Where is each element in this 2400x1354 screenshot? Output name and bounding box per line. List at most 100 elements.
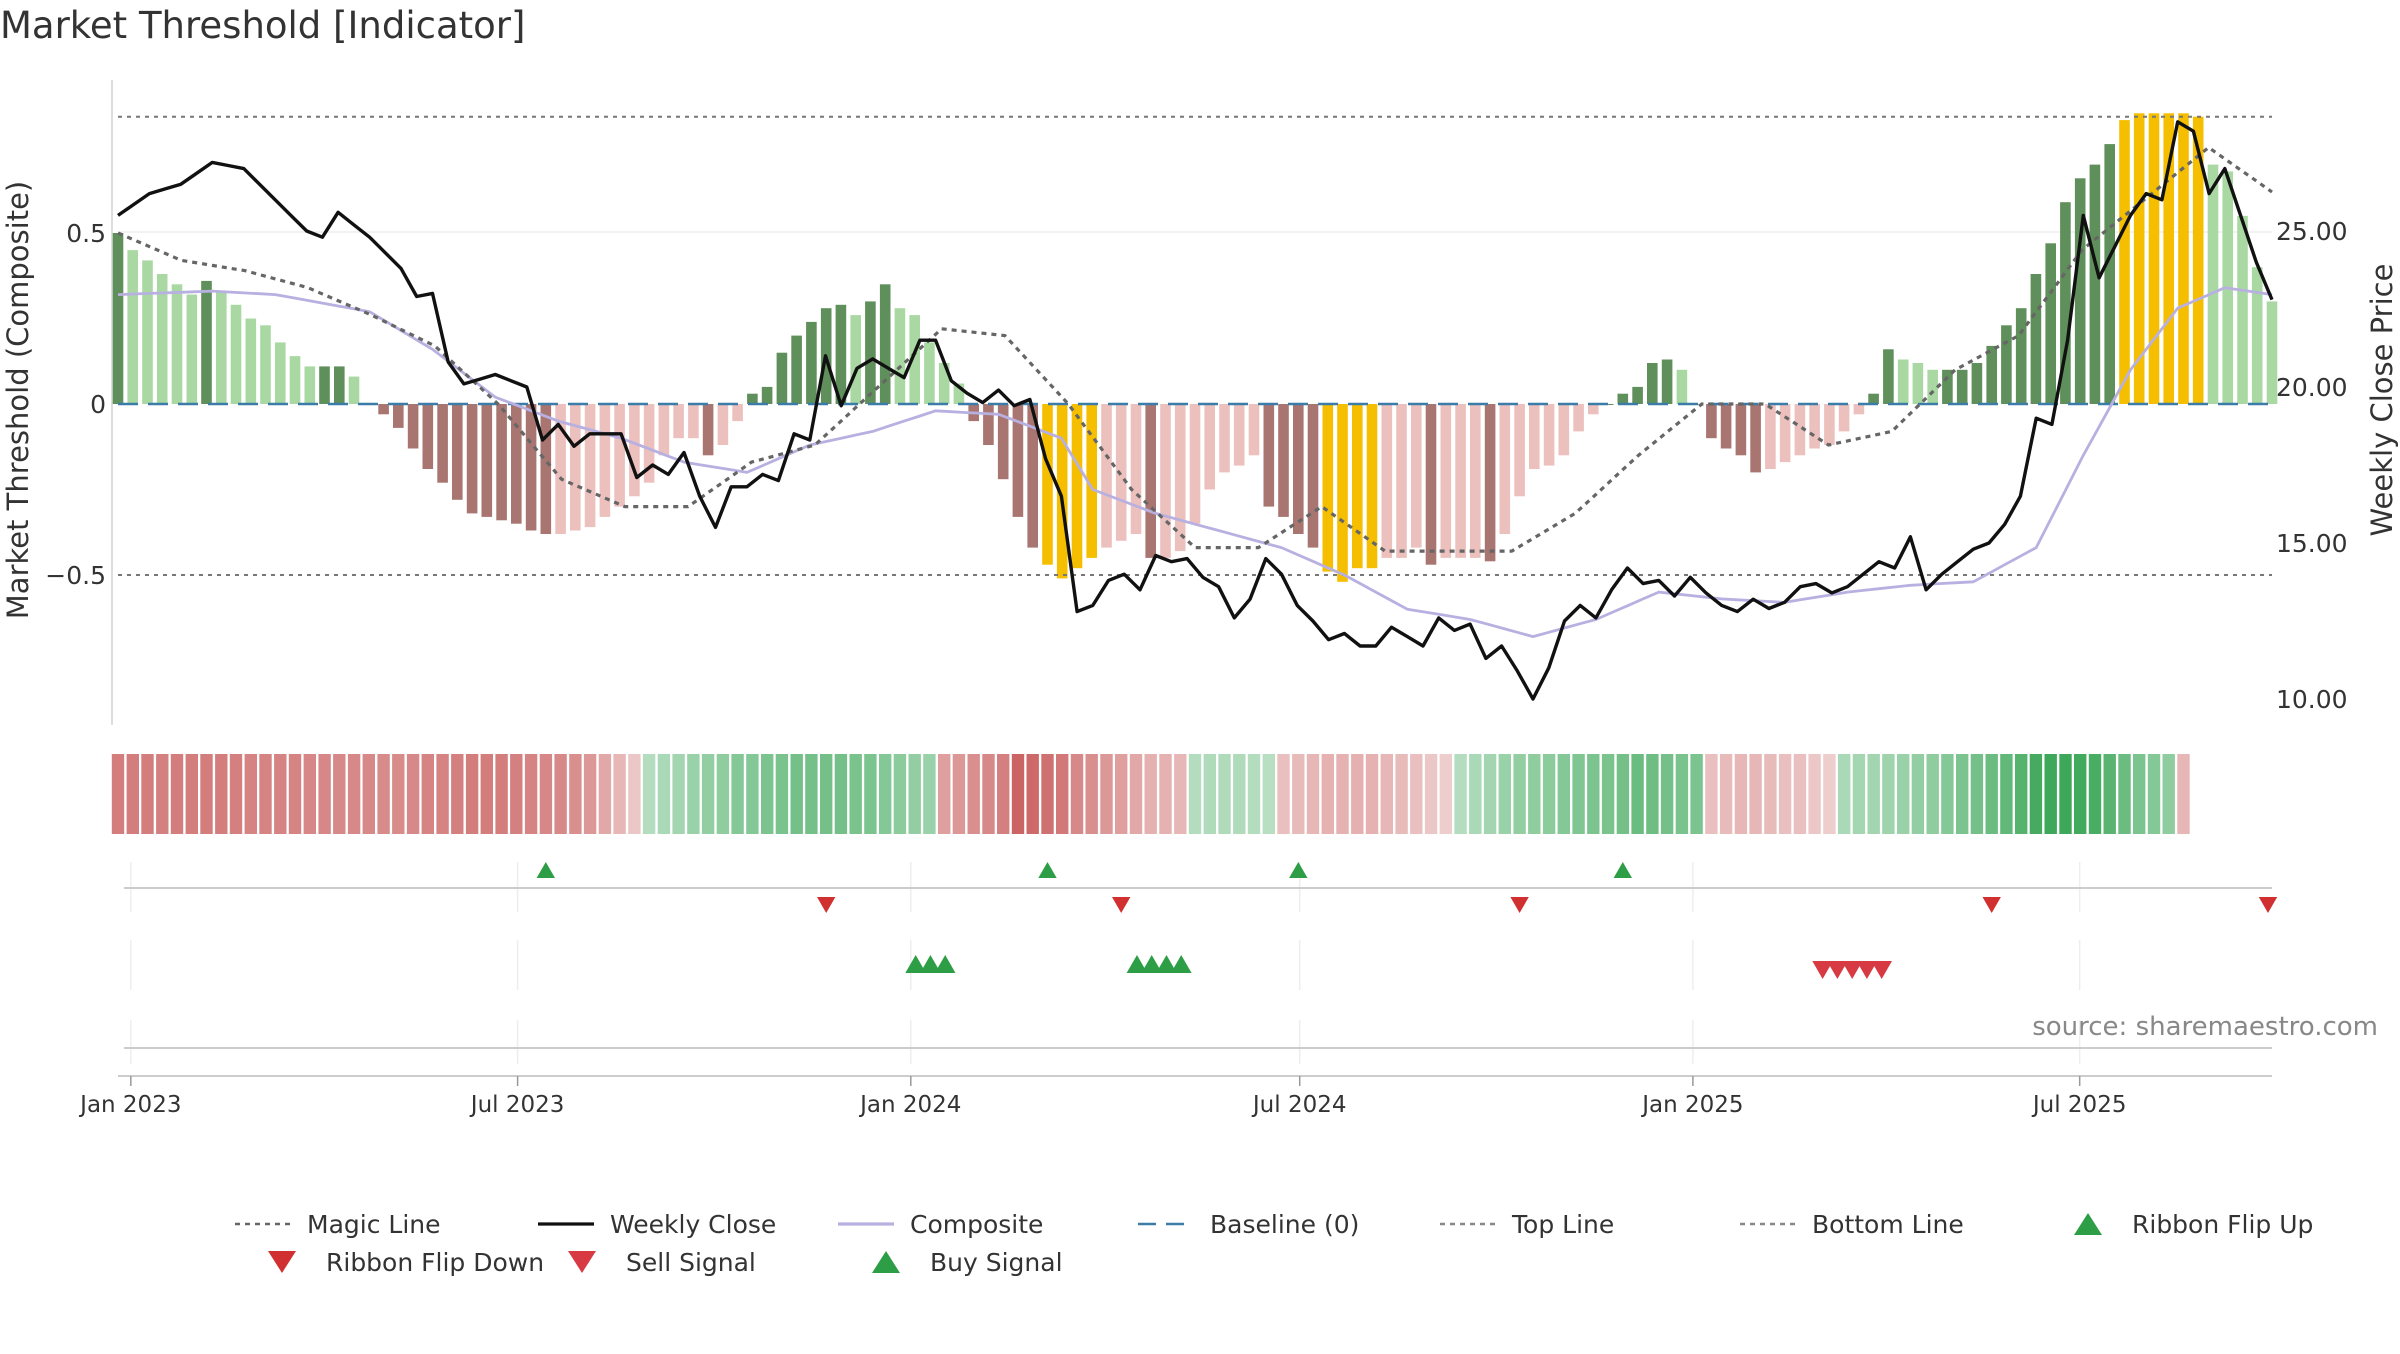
composite-bar: [1971, 363, 1983, 404]
composite-bar: [1956, 369, 1968, 404]
legend-swatch: [2074, 1213, 2102, 1235]
buy-signal-marker: [934, 955, 956, 973]
ribbon-cell: [1483, 754, 1497, 834]
ribbon-cell: [1838, 754, 1851, 834]
composite-bar: [127, 250, 138, 404]
x-tick-label: Jul 2024: [1251, 1092, 1347, 1118]
ribbon-cell: [1026, 754, 1039, 834]
ribbon-cell: [1823, 754, 1836, 834]
legend-label: Magic Line: [307, 1210, 441, 1239]
composite-bar: [1824, 404, 1835, 445]
composite-bar: [1042, 404, 1053, 565]
composite-bar: [2030, 274, 2042, 404]
ribbon-cell: [421, 754, 434, 834]
composite-bar: [1425, 404, 1437, 565]
ribbon-cell: [1041, 754, 1054, 834]
composite-bar: [584, 404, 596, 528]
composite-bar: [1263, 404, 1275, 507]
ribbon-cell: [746, 754, 759, 834]
composite-bar: [1484, 404, 1496, 562]
ribbon-flip-up-marker: [1038, 862, 1057, 878]
ribbon-cell: [1616, 754, 1630, 834]
composite-bar: [1352, 404, 1363, 569]
ribbon-cell: [923, 754, 936, 834]
composite-bar: [245, 318, 257, 404]
sell-signal-marker: [1827, 961, 1848, 979]
composite-bar: [1307, 404, 1319, 548]
ribbon-cell: [1351, 754, 1364, 834]
ribbon-flip-up-marker: [536, 862, 555, 878]
composite-bar: [909, 315, 920, 404]
composite-bar: [1337, 404, 1348, 582]
ribbon-cell: [893, 754, 907, 834]
ribbon-cell: [1528, 754, 1541, 834]
ribbon-cell: [1675, 754, 1689, 834]
ribbon-cell: [687, 754, 700, 834]
buy-signal-marker: [905, 955, 926, 973]
ribbon-cell: [259, 754, 272, 834]
ribbon-cell: [2029, 754, 2043, 834]
ribbon-cell: [347, 754, 361, 834]
composite-bar: [407, 404, 419, 449]
composite-bar: [806, 321, 817, 404]
composite-bar: [673, 404, 684, 439]
composite-bar: [629, 404, 640, 497]
ribbon-cell: [1174, 754, 1187, 834]
composite-bar: [1838, 404, 1850, 432]
composite-bar: [835, 304, 847, 404]
ribbon-cell: [879, 754, 892, 834]
composite-bar: [658, 404, 670, 456]
ribbon-cell: [333, 754, 346, 834]
legend-item: Composite: [838, 1210, 1043, 1239]
ribbon-cell: [1424, 754, 1438, 834]
ribbon-cell: [1144, 754, 1157, 834]
ribbon-cell: [1469, 754, 1482, 834]
left-tick-label: −0.5: [45, 561, 106, 590]
ribbon-cell: [1749, 754, 1762, 834]
ribbon-cell: [2000, 754, 2013, 834]
ribbon-cell: [642, 754, 656, 834]
legend-item: Sell Signal: [568, 1248, 756, 1277]
ribbon-cell: [805, 754, 818, 834]
right-tick-label: 10.00: [2276, 685, 2348, 714]
composite-bar: [732, 404, 743, 422]
legend-label: Weekly Close: [610, 1210, 776, 1239]
x-tick-label: Jan 2025: [1640, 1092, 1743, 1118]
ribbon-cell: [731, 754, 744, 834]
ribbon-cell: [465, 754, 479, 834]
ribbon-cell: [1100, 754, 1113, 834]
composite-bar: [2089, 164, 2101, 404]
composite-bar: [304, 366, 316, 404]
composite-bar: [1735, 404, 1747, 456]
sell-signal-marker: [1871, 961, 1892, 979]
chart-title: Market Threshold [Indicator]: [0, 4, 526, 47]
ribbon-cell: [820, 754, 833, 834]
ribbon-cell: [1897, 754, 1910, 834]
ribbon-cell: [1764, 754, 1777, 834]
composite-bar: [2207, 164, 2219, 404]
composite-bar: [1883, 349, 1894, 404]
ribbon-cell: [1306, 754, 1320, 834]
composite-bar: [1455, 404, 1466, 558]
ribbon-cell: [495, 754, 508, 834]
x-tick-label: Jul 2025: [2031, 1092, 2127, 1118]
composite-bar: [1248, 404, 1260, 456]
ribbon-cell: [657, 754, 671, 834]
ribbon-cell: [229, 754, 243, 834]
ribbon-cell: [2044, 754, 2057, 834]
ribbon-cell: [392, 754, 405, 834]
sell-signal-marker: [1812, 961, 1833, 979]
x-tick-label: Jan 2023: [78, 1092, 181, 1118]
composite-bar: [2015, 308, 2027, 404]
composite-bar: [1617, 393, 1629, 404]
ribbon-cell: [701, 754, 715, 834]
legend-label: Buy Signal: [930, 1248, 1063, 1277]
composite-bar: [260, 325, 271, 404]
composite-bar: [216, 291, 227, 404]
composite-bar: [112, 233, 124, 404]
composite-bar: [378, 404, 389, 415]
ribbon-cell: [377, 754, 390, 834]
ribbon-cell: [1941, 754, 1954, 834]
ribbon-cell: [480, 754, 493, 834]
